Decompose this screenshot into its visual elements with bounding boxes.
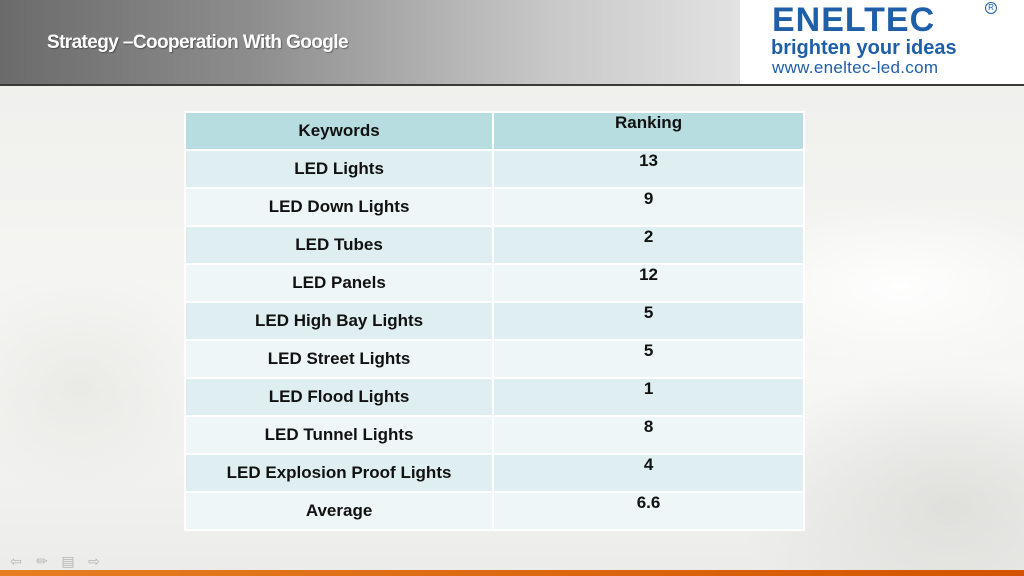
keyword-ranking-table: Keywords Ranking LED Lights 13 LED Down …	[184, 111, 805, 531]
keyword-cell: LED Lights	[185, 150, 493, 188]
keyword-cell: LED Down Lights	[185, 188, 493, 226]
keyword-cell: LED Flood Lights	[185, 378, 493, 416]
table-row: LED Tunnel Lights 8	[185, 416, 804, 454]
ranking-cell: 8	[493, 416, 804, 454]
table-row: LED High Bay Lights 5	[185, 302, 804, 340]
keyword-cell: LED Tunnel Lights	[185, 416, 493, 454]
back-arrow-icon[interactable]: ⇦	[8, 554, 24, 568]
ranking-cell: 5	[493, 340, 804, 378]
slide-menu-icon[interactable]: ▤	[60, 554, 76, 568]
table-row: LED Tubes 2	[185, 226, 804, 264]
table-row: LED Street Lights 5	[185, 340, 804, 378]
ranking-cell: 12	[493, 264, 804, 302]
header-divider	[0, 84, 1024, 86]
keyword-cell: LED Tubes	[185, 226, 493, 264]
logo: ENELTEC R brighten your ideas www.enelte…	[740, 0, 1024, 84]
ranking-cell: 13	[493, 150, 804, 188]
table-row: LED Down Lights 9	[185, 188, 804, 226]
table-row: LED Flood Lights 1	[185, 378, 804, 416]
keyword-cell: LED High Bay Lights	[185, 302, 493, 340]
slide-navigation: ⇦ ✏ ▤ ⇨	[8, 552, 102, 570]
ranking-cell: 4	[493, 454, 804, 492]
footer-bar	[0, 570, 1024, 576]
table-row-average: Average 6.6	[185, 492, 804, 530]
header-bar: Strategy –Cooperation With Google	[0, 0, 740, 84]
logo-tagline: brighten your ideas	[771, 37, 957, 59]
registered-mark: R	[985, 2, 997, 14]
keyword-cell: LED Explosion Proof Lights	[185, 454, 493, 492]
table-row: LED Explosion Proof Lights 4	[185, 454, 804, 492]
forward-arrow-icon[interactable]: ⇨	[86, 554, 102, 568]
table-header-row: Keywords Ranking	[185, 112, 804, 150]
column-header-keywords: Keywords	[185, 112, 493, 150]
slide-title: Strategy –Cooperation With Google	[47, 32, 348, 54]
table-row: LED Panels 12	[185, 264, 804, 302]
ranking-cell: 5	[493, 302, 804, 340]
keyword-cell: LED Panels	[185, 264, 493, 302]
logo-brand: ENELTEC	[772, 2, 935, 38]
ranking-cell: 1	[493, 378, 804, 416]
logo-url: www.eneltec-led.com	[772, 58, 938, 78]
ranking-cell: 9	[493, 188, 804, 226]
column-header-ranking: Ranking	[493, 112, 804, 150]
pen-icon[interactable]: ✏	[34, 554, 50, 568]
table-row: LED Lights 13	[185, 150, 804, 188]
keyword-cell: LED Street Lights	[185, 340, 493, 378]
ranking-cell: 6.6	[493, 492, 804, 530]
keyword-cell: Average	[185, 492, 493, 530]
ranking-cell: 2	[493, 226, 804, 264]
